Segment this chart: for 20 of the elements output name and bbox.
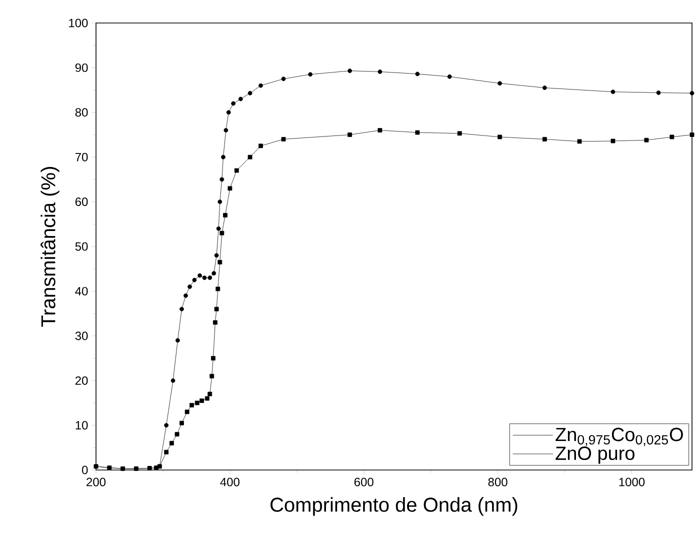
y-tick-label: 50 (75, 242, 88, 251)
y-tick-label: 30 (75, 332, 88, 340)
y-tick-label: 90 (75, 63, 88, 72)
x-tick-label: 400 (220, 478, 240, 486)
legend-label: ZnO puro (556, 446, 634, 464)
y-tick-label: 80 (75, 108, 88, 117)
y-tick-label: 40 (75, 286, 88, 296)
legend-label: Zn$_{0,975}$Co$_{0,025}$O (556, 428, 683, 446)
x-tick-label: 800 (488, 478, 508, 486)
x-axis-title: Comprimento de Onda (nm) (270, 497, 518, 516)
y-tick-label: 0 (82, 466, 88, 474)
x-tick-label: 1000 (619, 478, 645, 486)
y-tick-label: 60 (75, 198, 88, 206)
x-tick-label: 600 (354, 478, 374, 486)
y-tick-label: 20 (75, 376, 88, 385)
y-axis-title: Transmitância (%) (40, 167, 60, 327)
y-tick-label: 10 (76, 421, 88, 430)
x-tick-label: 200 (86, 478, 106, 486)
y-tick-label: 70 (75, 152, 88, 162)
y-tick-label: 100 (69, 18, 88, 28)
